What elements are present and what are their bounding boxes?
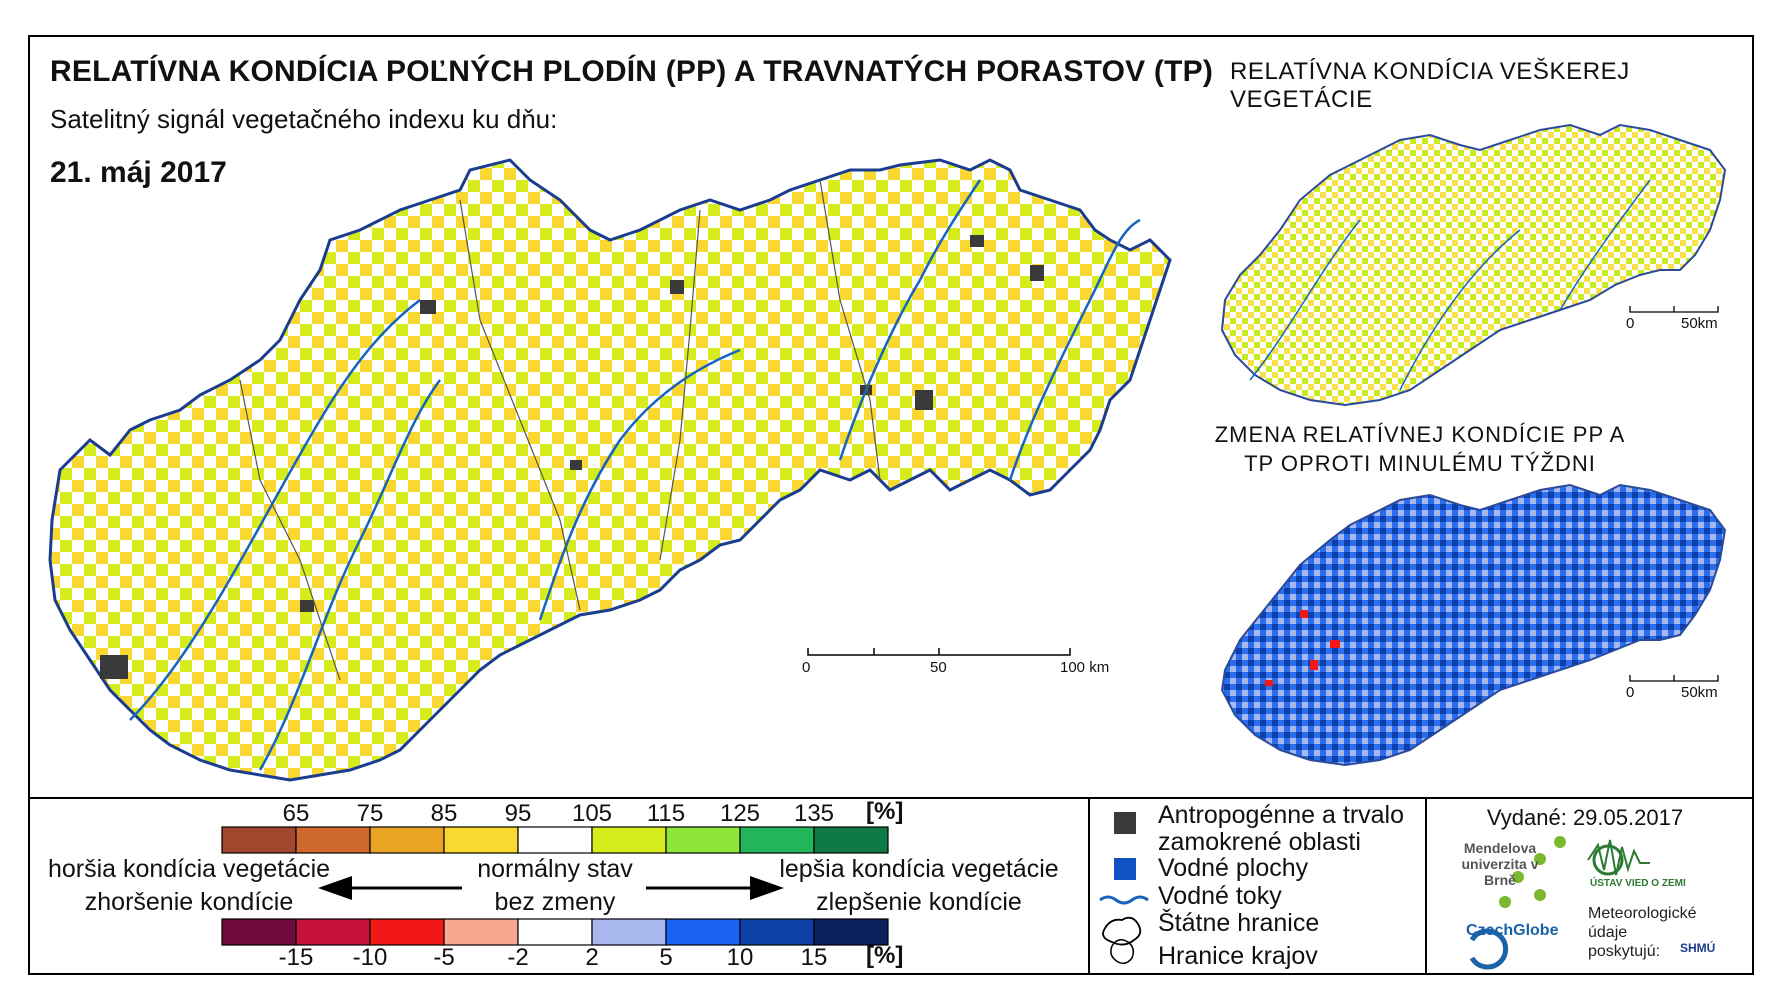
inset-change-map: [1220, 483, 1727, 767]
inset-scalebar-top: [1629, 306, 1719, 313]
inset-scalebar-bottom: [1629, 675, 1719, 682]
scalebar-inset-top-50: 50km: [1681, 315, 1718, 332]
change-unit: [%]: [866, 942, 904, 969]
ustav-logo-text: ÚSTAV VIED O ZEMI: [1590, 878, 1686, 889]
water-body-swatch: [1114, 858, 1136, 880]
mendel-logo-text: Mendelova univerzita v Brně: [1461, 840, 1539, 888]
main-scalebar: [807, 648, 1071, 656]
inset-vegetation-map: [1220, 123, 1727, 407]
condition-swatch: [517, 826, 593, 854]
condition-tick-label: 75: [356, 800, 384, 827]
change-tick-label: 2: [585, 944, 599, 971]
meteo-text: Meteorologické údaje poskytujú:: [1588, 905, 1697, 960]
anthropogenic-areas: [100, 235, 1044, 679]
condition-swatch: [295, 826, 371, 854]
czechglobe-logo: [1469, 928, 1509, 970]
legend-divider-2: [1425, 797, 1427, 973]
condition-unit: [%]: [866, 798, 904, 825]
inset-vegetation-title: RELATÍVNA KONDÍCIA VEŠKEREJ VEGETÁCIE: [1230, 58, 1630, 113]
scalebar-inset-bottom-50: 50km: [1681, 684, 1718, 701]
change-swatch: [665, 918, 741, 946]
condition-swatch: [443, 826, 519, 854]
change-swatch: [813, 918, 889, 946]
change-tick-label: 15: [800, 944, 828, 971]
change-tick-label: 5: [659, 944, 673, 971]
condition-swatch: [591, 826, 667, 854]
legend-panel: [30, 797, 1752, 973]
river-symbol: [1099, 895, 1149, 905]
legend-normal-change: bez zmeny: [494, 888, 616, 916]
legend-worse-change: zhoršenie kondície: [84, 888, 294, 916]
scalebar-inset-bottom-0: 0: [1626, 684, 1635, 701]
change-swatch: [295, 918, 371, 946]
rivers: [129, 179, 1141, 771]
condition-swatch: [665, 826, 741, 854]
scalebar-inset-top-0: 0: [1626, 315, 1635, 332]
change-tick-label: -2: [507, 944, 529, 971]
scalebar-main-0: 0: [802, 659, 811, 676]
change-swatch: [517, 918, 593, 946]
legend-anthropogenic-label: Antropogénne a trvalo zamokrené oblasti: [1158, 801, 1405, 856]
condition-tick-label: 135: [793, 800, 835, 827]
change-swatch: [369, 918, 445, 946]
better-arrow: [646, 876, 784, 900]
condition-tick-label: 115: [646, 800, 686, 827]
subtitle: Satelitný signál vegetačného indexu ku d…: [50, 104, 558, 134]
legend-divider-1: [1088, 797, 1090, 973]
inset-change-decline-spots: [1265, 610, 1340, 686]
legend-worse-condition: horšia kondícia vegetácie: [47, 855, 331, 883]
inset-change-title: ZMENA RELATÍVNEJ KONDÍCIE PP A TP OPROTI…: [1214, 422, 1626, 476]
worse-arrow: [318, 876, 462, 900]
scalebar-main-50: 50: [930, 659, 947, 676]
scalebar-main-100: 100 km: [1060, 659, 1110, 676]
legend-state-border-label: Štátne hranice: [1158, 909, 1320, 937]
ustav-logo-circle: [1592, 844, 1624, 876]
issued-date: Vydané: 29.05.2017: [1486, 805, 1684, 830]
inset-vegetation-rivers: [1249, 179, 1651, 391]
condition-tick-label: 105: [571, 800, 613, 827]
region-borders: [239, 179, 881, 681]
condition-tick-label: 95: [504, 800, 532, 827]
inset-change-outline: [1220, 483, 1727, 767]
legend-normal-condition: normálny stav: [477, 855, 633, 883]
condition-tick-label: 85: [430, 800, 458, 827]
legend-region-border-label: Hranice krajov: [1158, 942, 1318, 970]
region-border-symbol: [1110, 939, 1135, 965]
main-title: RELATÍVNA KONDÍCIA POĽNÝCH PLODÍN (PP) A…: [50, 55, 1214, 88]
czechglobe-logo-text: CzechGlobe: [1466, 922, 1559, 939]
change-tick-label: -10: [352, 944, 388, 971]
legend-better-condition: lepšia kondícia vegetácie: [779, 855, 1059, 883]
change-swatch: [221, 918, 297, 946]
change-tick-label: -15: [278, 944, 314, 971]
change-swatch: [443, 918, 519, 946]
shmu-logo: SHMÚ: [1680, 941, 1716, 955]
anthropogenic-swatch: [1114, 812, 1136, 834]
condition-color-bar: [221, 826, 889, 854]
change-swatch: [739, 918, 815, 946]
legend-water-label: Vodné plochy: [1158, 854, 1309, 882]
condition-tick-label: 125: [719, 800, 761, 827]
state-border-symbol: [1102, 916, 1142, 946]
change-tick-label: -5: [433, 944, 455, 971]
inset-vegetation-outline: [1220, 123, 1727, 407]
mendel-logo-dots: [1499, 836, 1566, 908]
condition-swatch: [813, 826, 889, 854]
main-map: [48, 158, 1172, 782]
change-color-bar: [221, 918, 889, 946]
legend-river-label: Vodné toky: [1158, 882, 1282, 910]
condition-swatch: [221, 826, 297, 854]
condition-tick-label: 65: [282, 800, 310, 827]
change-tick-label: 10: [726, 944, 754, 971]
main-map-outline: [48, 158, 1172, 782]
date-label: 21. máj 2017: [50, 156, 227, 189]
ustav-logo-wave: [1587, 839, 1650, 876]
legend-better-change: zlepšenie kondície: [816, 888, 1022, 916]
